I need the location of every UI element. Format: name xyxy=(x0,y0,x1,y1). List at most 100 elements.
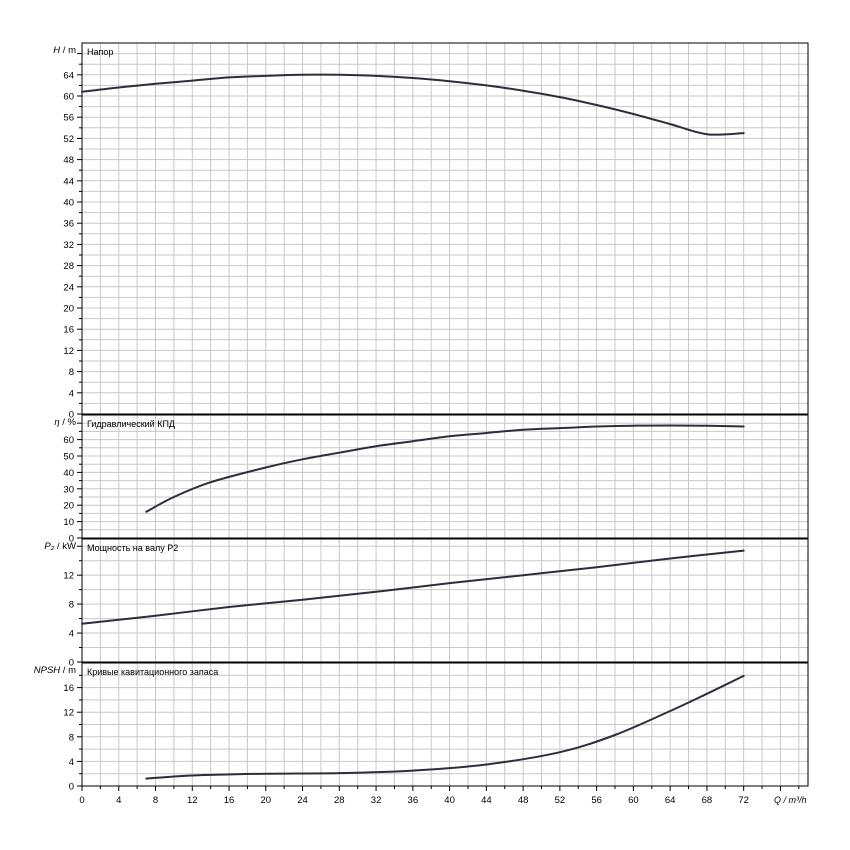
curves xyxy=(81,73,745,780)
y-tick-label: 60 xyxy=(63,435,74,446)
y-axis-variable: NPSH xyxy=(34,665,61,676)
x-tick-label: 0 xyxy=(79,795,84,806)
y-tick-label: 16 xyxy=(63,325,74,336)
curve-point xyxy=(154,615,157,617)
curve-point xyxy=(375,445,377,447)
x-tick-label: 44 xyxy=(481,795,492,806)
y-axis-unit: / xyxy=(54,541,62,552)
curve-point xyxy=(559,751,561,753)
curve-point xyxy=(265,466,267,469)
curve-point xyxy=(485,763,487,766)
x-tick-label: 60 xyxy=(628,795,639,806)
y-tick-label: 28 xyxy=(63,261,74,272)
curve-point xyxy=(596,425,598,428)
y-tick-label: 32 xyxy=(63,240,74,251)
y-tick-label: 52 xyxy=(63,134,74,145)
curve-point xyxy=(301,74,304,76)
y-tick-label: 36 xyxy=(63,219,74,230)
y-tick-label: 48 xyxy=(63,155,74,166)
y-axis-variable: η xyxy=(54,417,59,428)
x-tick-label: 64 xyxy=(665,795,676,806)
curve-line-3 xyxy=(81,549,745,625)
curve-point xyxy=(485,432,487,434)
y-tick-label: 12 xyxy=(63,346,74,357)
x-tick-label: 32 xyxy=(371,795,382,806)
x-tick-label: 56 xyxy=(591,795,602,806)
y-tick-label: 44 xyxy=(63,176,74,187)
y-axis-unit-value: m xyxy=(68,45,76,56)
y-tick-label: 60 xyxy=(63,92,74,103)
y-tick-label: 40 xyxy=(63,468,74,479)
y-tick-label: 10 xyxy=(63,517,74,528)
y-tick-label: 4 xyxy=(69,388,74,399)
curve-point xyxy=(301,599,304,601)
curve-point xyxy=(145,511,147,513)
curve-point xyxy=(706,133,708,135)
x-tick-label: 20 xyxy=(261,795,272,806)
y-tick-label: 16 xyxy=(63,683,74,694)
x-tick-label: 52 xyxy=(555,795,566,806)
curve-point xyxy=(743,132,745,134)
curve-point xyxy=(485,84,487,86)
curve-point xyxy=(412,77,414,79)
curve-point xyxy=(559,427,561,429)
curve-point xyxy=(145,778,147,780)
x-tick-label: 40 xyxy=(444,795,455,806)
y-axis-unit-value: % xyxy=(68,417,77,428)
curve-point xyxy=(669,710,671,712)
panel-title: Мощность на валу P2 xyxy=(87,543,178,553)
x-axis-label: Q / m³/h xyxy=(774,795,807,805)
curve-point xyxy=(375,75,377,77)
x-tick-label: 68 xyxy=(702,795,713,806)
curve-point xyxy=(743,549,745,552)
curve-point xyxy=(81,91,83,93)
y-tick-label: 0 xyxy=(69,534,74,545)
y-tick-label: 8 xyxy=(69,600,74,611)
y-tick-label: 50 xyxy=(63,452,74,463)
curve-point xyxy=(743,675,745,677)
y-axis-label: NPSH / m xyxy=(34,665,76,676)
curve-point xyxy=(632,425,634,427)
y-axis-label: η / % xyxy=(54,417,76,428)
curve-point xyxy=(375,591,377,593)
curve-point xyxy=(81,623,83,625)
curve-point xyxy=(448,582,451,584)
curve-point xyxy=(448,80,451,82)
x-tick-label: 8 xyxy=(153,795,158,806)
curve-point xyxy=(743,425,745,428)
y-axis-unit: / xyxy=(60,45,68,56)
y-axis-label: H / m xyxy=(53,45,76,56)
curve-point xyxy=(412,440,414,442)
curve-point xyxy=(669,123,671,125)
curve-point xyxy=(522,429,524,431)
curve-point xyxy=(669,557,671,560)
curve-point xyxy=(338,74,340,76)
panel-frame-1 xyxy=(81,42,809,415)
curve-point xyxy=(191,80,193,82)
curve-point xyxy=(596,104,598,106)
panel-frame-3 xyxy=(81,538,809,663)
curve-point xyxy=(632,113,634,115)
curve-point xyxy=(301,458,304,460)
curve-point xyxy=(118,86,120,89)
curve-point xyxy=(265,773,267,775)
curve-point xyxy=(228,76,230,79)
y-axis-label: P₂ / kW xyxy=(44,541,76,552)
y-axis-variable: H xyxy=(53,45,60,56)
y-tick-label: 20 xyxy=(63,501,74,512)
curve-line-4 xyxy=(145,674,745,780)
panel-title: Гидравлический КПД xyxy=(87,419,175,429)
curve-point xyxy=(448,435,451,437)
y-tick-label: 4 xyxy=(69,629,74,640)
curve-point xyxy=(596,566,598,568)
panel-frame-2 xyxy=(81,414,809,539)
x-tick-label: 4 xyxy=(116,795,121,806)
y-tick-label: 4 xyxy=(69,757,74,768)
y-tick-label: 8 xyxy=(69,732,74,743)
panel-title: Напор xyxy=(87,47,113,57)
curve-point xyxy=(669,424,671,427)
curve-point xyxy=(210,481,212,483)
x-tick-label: 36 xyxy=(408,795,419,806)
